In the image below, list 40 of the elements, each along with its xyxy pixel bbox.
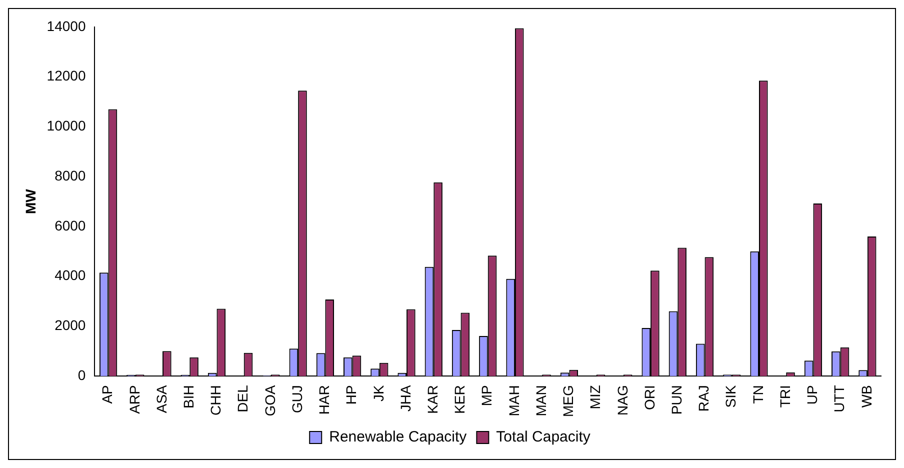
x-tick-label: TN	[750, 385, 766, 404]
x-tick-label: KAR	[424, 385, 440, 414]
x-tick-label: UP	[804, 385, 820, 405]
y-tick-label: 6000	[54, 217, 86, 234]
x-tick-label: TRI	[776, 385, 793, 408]
x-tick-label: ARP	[126, 385, 142, 414]
x-tick-label: SIK	[722, 384, 739, 408]
x-tick-label: MAH	[506, 385, 522, 416]
y-tick-label: 2000	[54, 317, 86, 334]
y-tick-label: 4000	[54, 267, 86, 284]
x-tick-label: AP	[99, 385, 116, 404]
x-tick-label: DEL	[234, 384, 251, 412]
y-tick-label: 10000	[46, 118, 86, 134]
x-tick-label: ASA	[153, 384, 170, 414]
legend-label: Renewable Capacity	[329, 428, 468, 446]
y-axis-title: MW	[22, 188, 38, 214]
x-tick-label: UTT	[831, 384, 848, 412]
x-tick-label: ORI	[641, 385, 658, 410]
x-tick-label: RAJ	[696, 385, 712, 412]
x-tick-label: GOA	[262, 384, 278, 416]
x-tick-label: PUN	[668, 385, 685, 415]
x-tick-label: CHH	[208, 385, 224, 416]
x-tick-label: WB	[858, 385, 874, 408]
y-tick-label: 0	[78, 366, 86, 383]
x-tick-label: MP	[478, 385, 495, 406]
x-tick-label: JHA	[397, 384, 414, 412]
x-tick-label: JK	[370, 384, 386, 402]
legend-label: Total Capacity	[496, 428, 591, 446]
y-tick-label: 14000	[46, 18, 86, 34]
y-tick-label: 12000	[46, 68, 86, 84]
x-tick-label: GUJ	[288, 385, 305, 414]
y-tick-label: 8000	[54, 167, 86, 184]
x-tick-label: HP	[343, 385, 360, 405]
x-tick-label: MAN	[532, 385, 549, 416]
x-tick-label: BIH	[180, 385, 196, 408]
x-tick-label: MEG	[560, 385, 576, 417]
x-tick-label: KER	[452, 385, 468, 414]
x-tick-label: NAG	[614, 385, 630, 416]
x-tick-label: HAR	[316, 385, 332, 415]
x-tick-label: MIZ	[587, 384, 604, 410]
